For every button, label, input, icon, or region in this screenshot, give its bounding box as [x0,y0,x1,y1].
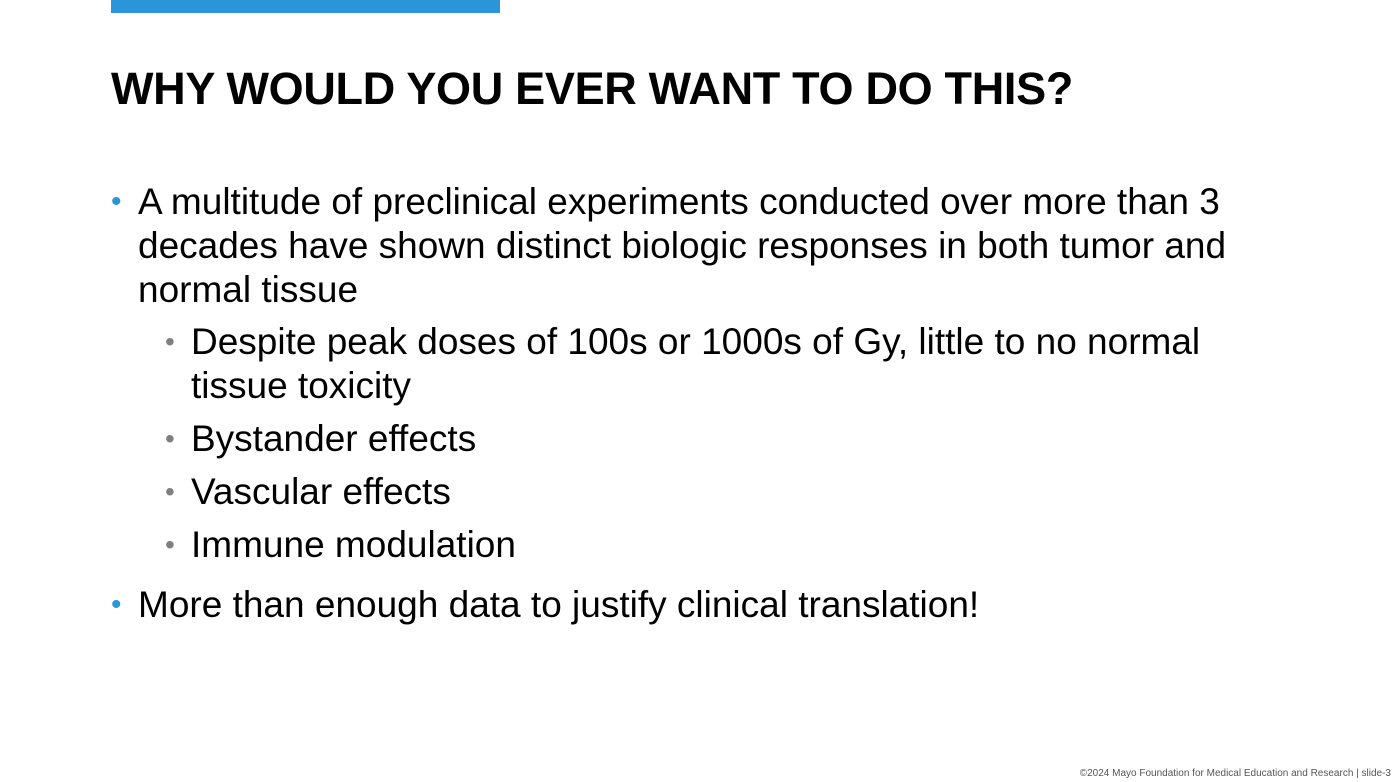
sub-bullet-dot-icon: • [165,326,175,357]
bullet-dot-icon: • [111,185,122,218]
sub-bullet-text: Vascular effects [191,471,451,512]
bullet-text: A multitude of preclinical experiments c… [138,181,1227,310]
sub-bullet-text: Immune modulation [191,524,516,565]
sub-bullet-item: • Despite peak doses of 100s or 1000s of… [138,320,1231,408]
sub-bullet-list: • Despite peak doses of 100s or 1000s of… [138,320,1231,567]
sub-bullet-dot-icon: • [165,529,175,560]
sub-bullet-item: • Immune modulation [138,523,1231,567]
slide-title: WHY WOULD YOU EVER WANT TO DO THIS? [111,63,1074,114]
title-accent-bar [111,0,500,13]
bullet-dot-icon: • [111,588,122,621]
bullet-item: • More than enough data to justify clini… [111,583,1231,627]
sub-bullet-item: • Vascular effects [138,470,1231,514]
sub-bullet-dot-icon: • [165,476,175,507]
sub-bullet-text: Bystander effects [191,418,477,459]
bullet-list: • A multitude of preclinical experiments… [111,180,1231,627]
slide-footer: ©2024 Mayo Foundation for Medical Educat… [1079,768,1391,779]
sub-bullet-item: • Bystander effects [138,417,1231,461]
bullet-item: • A multitude of preclinical experiments… [111,180,1231,567]
sub-bullet-dot-icon: • [165,423,175,454]
sub-bullet-text: Despite peak doses of 100s or 1000s of G… [191,321,1201,406]
bullet-text: More than enough data to justify clinica… [138,584,980,625]
